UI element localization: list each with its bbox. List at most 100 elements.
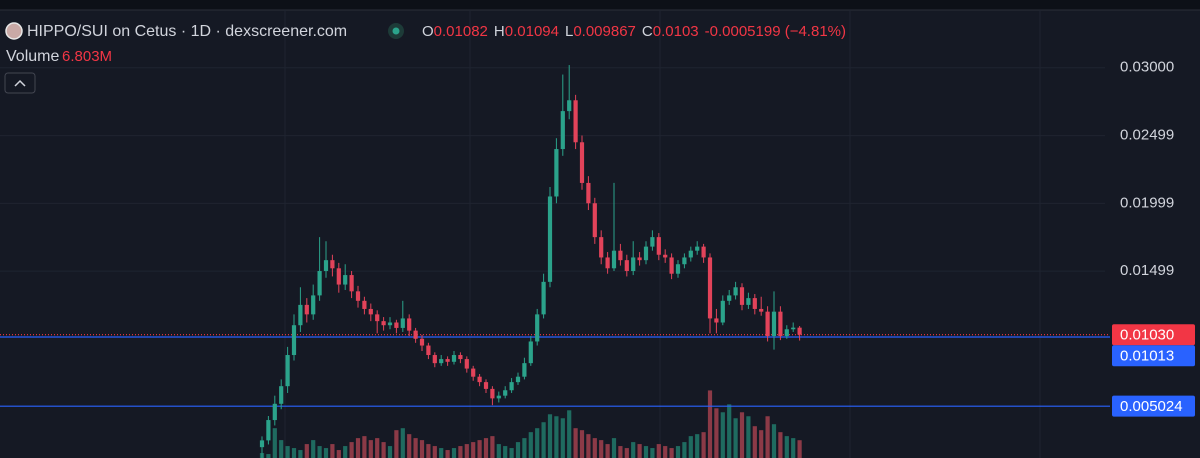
volume-value: 6.803M [62,48,112,65]
candle-body [567,100,572,112]
volume-bar [362,436,367,458]
candle-body [317,271,322,296]
volume-bar [336,450,341,458]
candle-body [560,111,565,150]
candle-body [522,363,527,377]
volume-bar [759,430,764,458]
top-bar [0,0,1200,10]
ohlc-value: 0.01094 [505,23,559,40]
candle-body [656,237,661,255]
candle-body [451,355,457,362]
volume-bar [528,432,533,458]
candle-body [650,237,655,247]
candle-body [407,318,412,331]
volume-bar [579,430,585,458]
candle-body [611,250,617,269]
candle-body [778,311,783,337]
price-badge-label: 0.005024 [1120,398,1183,415]
candle-body [605,257,610,269]
candle-body [330,260,335,269]
candle-body [343,275,348,285]
volume-bar [771,424,777,458]
candle-body [669,257,674,274]
price-badge [1112,345,1195,367]
volume-bar [611,438,617,458]
volume-bars [259,390,802,458]
collapse-button[interactable] [4,72,36,94]
y-tick-label: 0.01999 [1120,194,1174,211]
volume-bar [707,390,713,458]
price-badge [1112,324,1195,346]
candle-body [279,386,284,404]
ohlc-legend: O0.01082 H0.01094 L0.009867 C0.0103 -0.00051… [422,23,846,40]
volume-bar [535,428,540,458]
candle-body [355,291,361,301]
candle-body [439,359,444,364]
volume-bar [311,440,316,458]
candle-body [490,388,495,399]
candle-body [528,341,533,364]
ohlc-key: L [565,23,573,40]
price-badge-label: 0.01030 [1120,327,1174,344]
volume-bar [413,438,418,458]
candle-body [688,250,693,258]
volume-bar [509,448,514,458]
candle-body [304,304,309,315]
volume-bar [727,404,732,458]
ohlc-key: H [494,23,505,40]
volume-bar [746,416,751,458]
volume-bar [503,446,508,458]
ohlc-key: C [642,23,653,40]
candle-body [509,382,514,391]
volume-bar [720,412,725,458]
volume-bar [439,448,444,458]
candle-body [298,304,303,326]
volume-bar [784,436,789,458]
volume-bar [643,446,649,458]
volume-bar [733,418,738,458]
volume-bar [349,442,354,458]
volume-bar [496,444,501,458]
volume-bar [298,450,303,458]
candle-body [714,318,719,323]
header: HIPPO/SUI on Cetus · 1D · dexscreener.co… [4,22,846,94]
volume-bar [285,446,290,458]
candle-body [765,311,770,337]
candle-body [387,322,393,326]
candle-body [266,420,271,441]
candle-body [733,287,738,296]
volume-bar [714,408,719,458]
volume-bar [541,422,546,458]
candle-body [471,368,476,377]
candle-body [259,440,265,448]
price-axis: 0.03000 0.02499 0.01999 0.01499 0.01030 0.010… [1112,59,1195,417]
volume-bar [381,442,386,458]
candle-body [375,314,380,322]
candle-body [400,318,405,328]
volume-bar [650,448,655,458]
time-grid [284,10,1041,458]
volume-bar [266,454,271,458]
volume-bar [426,444,431,458]
volume-bar [483,438,489,458]
volume-bar [375,438,380,458]
volume-bar [368,440,373,458]
volume-bar [355,438,361,458]
volume-bar [515,442,521,458]
candle-body [554,149,559,197]
volume-bar [567,410,572,458]
candle-body [547,196,553,282]
volume-bar [279,440,284,458]
volume-bar [464,444,469,458]
candle-body [515,376,521,383]
volume-bar [343,446,348,458]
volume-bar [323,448,329,458]
volume-bar [387,446,393,458]
candle-body [426,345,431,356]
candles [259,65,802,458]
volume-bar [554,416,559,458]
candle-body [579,142,585,183]
y-tick-label: 0.02499 [1120,127,1174,144]
candle-body [771,311,777,337]
volume-bar [330,444,335,458]
